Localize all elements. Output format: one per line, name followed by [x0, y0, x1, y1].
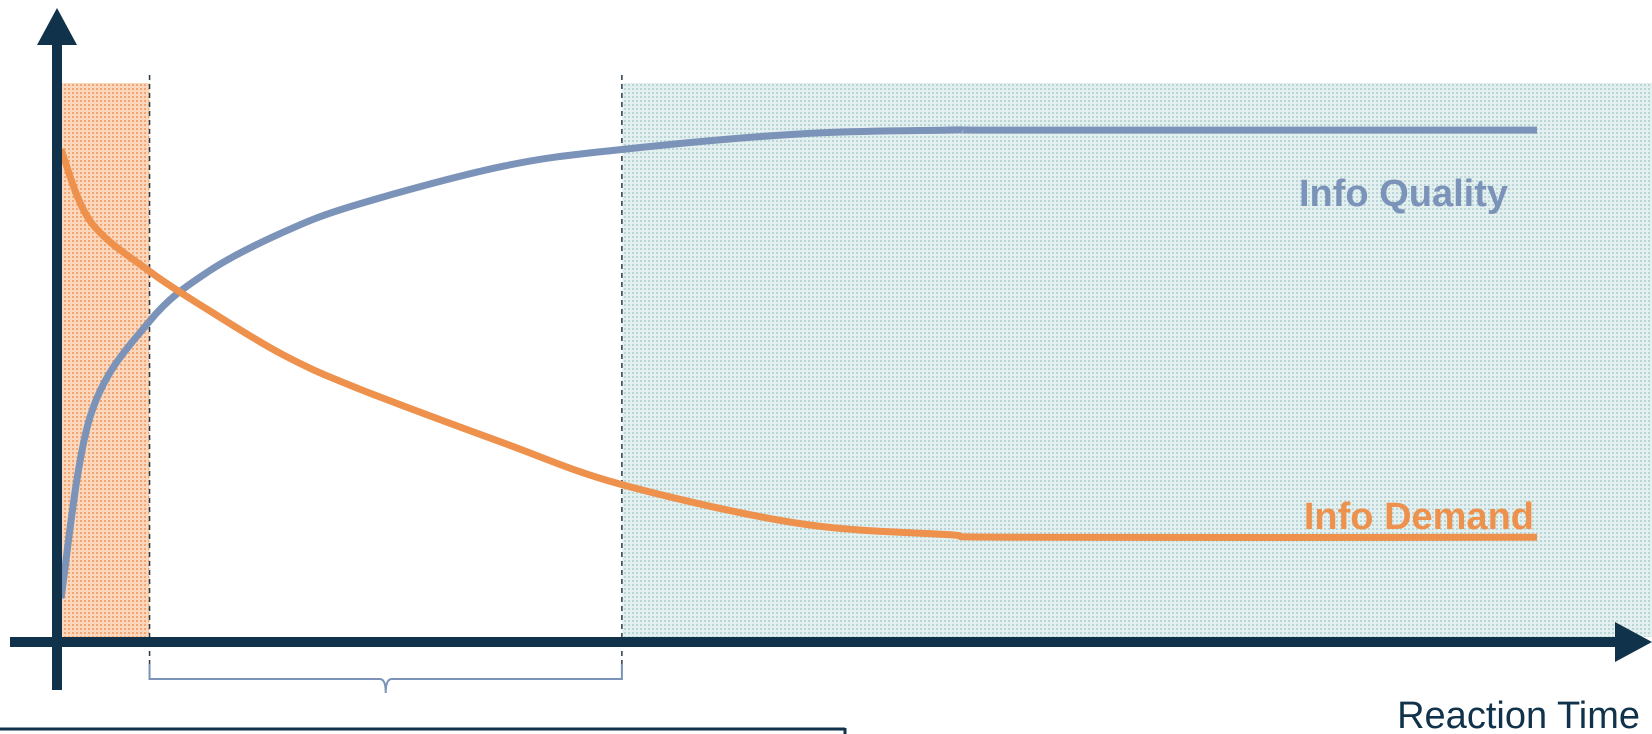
- x-axis-arrowhead: [1615, 622, 1652, 662]
- dashed-dividers: [148, 75, 623, 680]
- series-label-info-quality: Info Quality: [1299, 173, 1508, 215]
- background-regions: [61, 83, 1652, 637]
- series-line-info-quality: [57, 126, 1537, 599]
- y-axis-arrowhead: [37, 8, 77, 45]
- series-lines: [57, 126, 1538, 599]
- region-2: [621, 83, 1652, 637]
- range-brace: [148, 664, 623, 694]
- region-1: [149, 83, 622, 637]
- series-line-info-demand: [57, 148, 1538, 541]
- series-label-info-demand: Info Demand: [1304, 496, 1534, 538]
- axes: [10, 8, 1652, 690]
- region-0: [61, 83, 150, 637]
- x-axis-title: Reaction Time: [1397, 695, 1640, 734]
